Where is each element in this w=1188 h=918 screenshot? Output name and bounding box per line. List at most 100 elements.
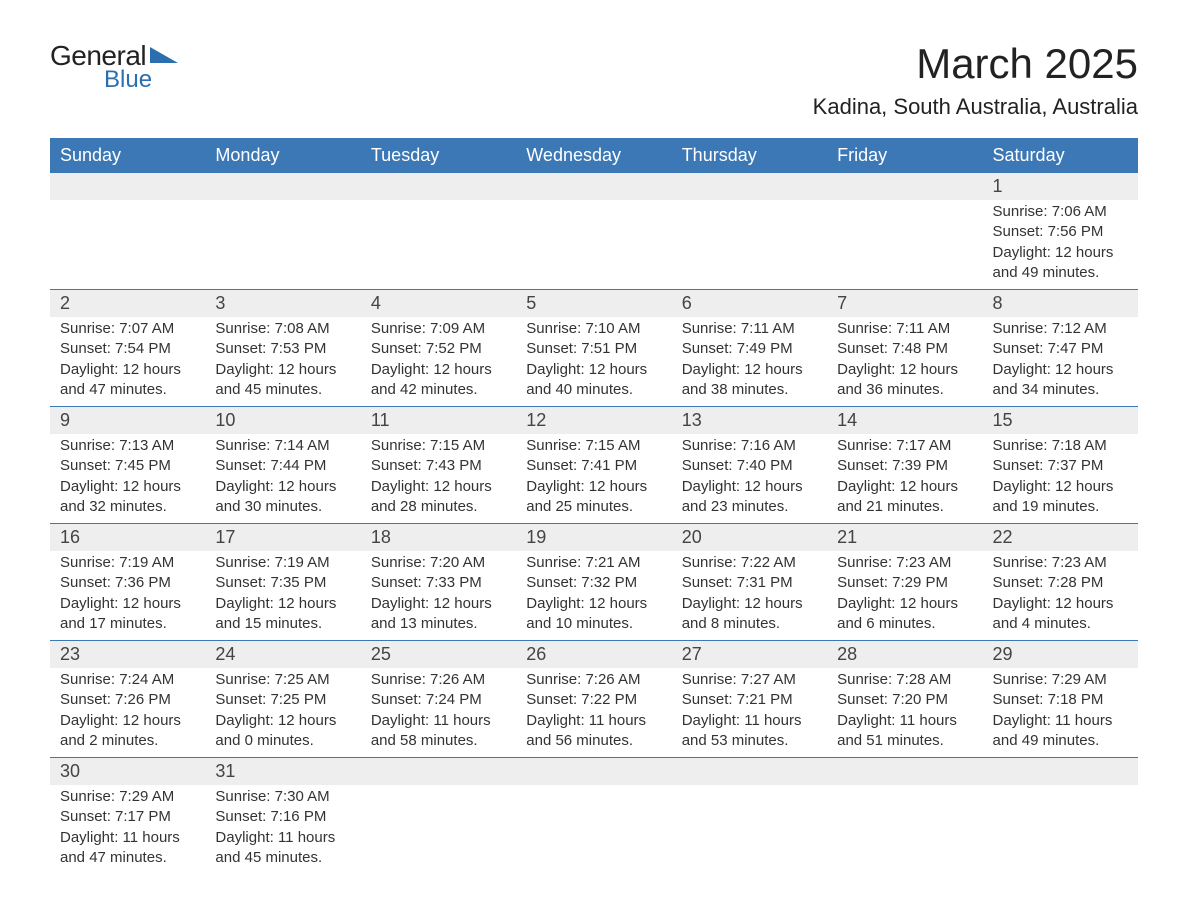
day-number: 22 — [983, 524, 1138, 551]
daylight-text: Daylight: 12 hours and 49 minutes. — [993, 243, 1128, 284]
day-number — [50, 173, 205, 200]
daylight-text: Daylight: 12 hours and 30 minutes. — [215, 477, 350, 518]
daylight-text: Daylight: 12 hours and 21 minutes. — [837, 477, 972, 518]
daylight-text: Daylight: 12 hours and 10 minutes. — [526, 594, 661, 635]
day-detail — [983, 785, 1138, 813]
sunset-text: Sunset: 7:45 PM — [60, 456, 195, 476]
sunrise-text: Sunrise: 7:15 AM — [526, 436, 661, 456]
daylight-text: Daylight: 12 hours and 17 minutes. — [60, 594, 195, 635]
day-detail: Sunrise: 7:19 AMSunset: 7:35 PMDaylight:… — [205, 551, 360, 640]
day-number: 23 — [50, 641, 205, 668]
sunrise-text: Sunrise: 7:26 AM — [526, 670, 661, 690]
day-number: 4 — [361, 290, 516, 317]
brand-name-2: Blue — [104, 66, 152, 94]
sunrise-text: Sunrise: 7:06 AM — [993, 202, 1128, 222]
day-detail: Sunrise: 7:06 AMSunset: 7:56 PMDaylight:… — [983, 200, 1138, 289]
day-number: 17 — [205, 524, 360, 551]
day-detail — [205, 200, 360, 228]
daylight-text: Daylight: 12 hours and 32 minutes. — [60, 477, 195, 518]
day-detail: Sunrise: 7:21 AMSunset: 7:32 PMDaylight:… — [516, 551, 671, 640]
day-number: 20 — [672, 524, 827, 551]
weekday-header: Sunday — [50, 138, 205, 173]
week-daynum-row: 1 — [50, 173, 1138, 200]
sunset-text: Sunset: 7:35 PM — [215, 573, 350, 593]
day-number: 24 — [205, 641, 360, 668]
day-number: 2 — [50, 290, 205, 317]
weekday-header-row: SundayMondayTuesdayWednesdayThursdayFrid… — [50, 138, 1138, 173]
day-number — [361, 758, 516, 785]
sunset-text: Sunset: 7:51 PM — [526, 339, 661, 359]
daylight-text: Daylight: 11 hours and 58 minutes. — [371, 711, 506, 752]
sunrise-text: Sunrise: 7:19 AM — [60, 553, 195, 573]
day-number: 11 — [361, 407, 516, 434]
day-detail: Sunrise: 7:25 AMSunset: 7:25 PMDaylight:… — [205, 668, 360, 757]
sunset-text: Sunset: 7:25 PM — [215, 690, 350, 710]
sunset-text: Sunset: 7:36 PM — [60, 573, 195, 593]
sunset-text: Sunset: 7:24 PM — [371, 690, 506, 710]
day-detail: Sunrise: 7:23 AMSunset: 7:29 PMDaylight:… — [827, 551, 982, 640]
week-daynum-row: 16171819202122 — [50, 524, 1138, 552]
sunrise-text: Sunrise: 7:21 AM — [526, 553, 661, 573]
sunset-text: Sunset: 7:20 PM — [837, 690, 972, 710]
sunrise-text: Sunrise: 7:23 AM — [837, 553, 972, 573]
sunset-text: Sunset: 7:22 PM — [526, 690, 661, 710]
sunrise-text: Sunrise: 7:07 AM — [60, 319, 195, 339]
day-number: 26 — [516, 641, 671, 668]
day-number — [827, 173, 982, 200]
day-detail: Sunrise: 7:30 AMSunset: 7:16 PMDaylight:… — [205, 785, 360, 874]
week-detail-row: Sunrise: 7:29 AMSunset: 7:17 PMDaylight:… — [50, 785, 1138, 874]
day-number — [205, 173, 360, 200]
daylight-text: Daylight: 12 hours and 28 minutes. — [371, 477, 506, 518]
day-detail: Sunrise: 7:07 AMSunset: 7:54 PMDaylight:… — [50, 317, 205, 406]
sunset-text: Sunset: 7:47 PM — [993, 339, 1128, 359]
daylight-text: Daylight: 12 hours and 23 minutes. — [682, 477, 817, 518]
weekday-header: Wednesday — [516, 138, 671, 173]
weekday-header: Tuesday — [361, 138, 516, 173]
sunset-text: Sunset: 7:16 PM — [215, 807, 350, 827]
sunrise-text: Sunrise: 7:11 AM — [837, 319, 972, 339]
daylight-text: Daylight: 12 hours and 6 minutes. — [837, 594, 972, 635]
day-detail — [672, 785, 827, 813]
day-number: 21 — [827, 524, 982, 551]
day-number — [827, 758, 982, 785]
sunrise-text: Sunrise: 7:14 AM — [215, 436, 350, 456]
day-detail: Sunrise: 7:12 AMSunset: 7:47 PMDaylight:… — [983, 317, 1138, 406]
day-number: 25 — [361, 641, 516, 668]
day-number: 7 — [827, 290, 982, 317]
daylight-text: Daylight: 12 hours and 19 minutes. — [993, 477, 1128, 518]
day-number: 12 — [516, 407, 671, 434]
sunset-text: Sunset: 7:39 PM — [837, 456, 972, 476]
day-number: 10 — [205, 407, 360, 434]
week-detail-row: Sunrise: 7:06 AMSunset: 7:56 PMDaylight:… — [50, 200, 1138, 290]
calendar-table: SundayMondayTuesdayWednesdayThursdayFrid… — [50, 138, 1138, 874]
day-detail: Sunrise: 7:15 AMSunset: 7:41 PMDaylight:… — [516, 434, 671, 523]
daylight-text: Daylight: 11 hours and 49 minutes. — [993, 711, 1128, 752]
sunrise-text: Sunrise: 7:16 AM — [682, 436, 817, 456]
day-number: 1 — [983, 173, 1138, 200]
day-detail — [827, 785, 982, 813]
sunset-text: Sunset: 7:40 PM — [682, 456, 817, 476]
day-number: 6 — [672, 290, 827, 317]
sunset-text: Sunset: 7:44 PM — [215, 456, 350, 476]
day-detail: Sunrise: 7:26 AMSunset: 7:24 PMDaylight:… — [361, 668, 516, 757]
sunrise-text: Sunrise: 7:29 AM — [60, 787, 195, 807]
sunrise-text: Sunrise: 7:12 AM — [993, 319, 1128, 339]
day-number: 13 — [672, 407, 827, 434]
sunrise-text: Sunrise: 7:29 AM — [993, 670, 1128, 690]
sunset-text: Sunset: 7:49 PM — [682, 339, 817, 359]
sunrise-text: Sunrise: 7:08 AM — [215, 319, 350, 339]
weekday-header: Friday — [827, 138, 982, 173]
sunrise-text: Sunrise: 7:30 AM — [215, 787, 350, 807]
day-detail: Sunrise: 7:18 AMSunset: 7:37 PMDaylight:… — [983, 434, 1138, 523]
daylight-text: Daylight: 12 hours and 36 minutes. — [837, 360, 972, 401]
daylight-text: Daylight: 12 hours and 25 minutes. — [526, 477, 661, 518]
day-number: 31 — [205, 758, 360, 785]
day-number: 5 — [516, 290, 671, 317]
week-detail-row: Sunrise: 7:13 AMSunset: 7:45 PMDaylight:… — [50, 434, 1138, 524]
day-detail: Sunrise: 7:09 AMSunset: 7:52 PMDaylight:… — [361, 317, 516, 406]
day-detail: Sunrise: 7:17 AMSunset: 7:39 PMDaylight:… — [827, 434, 982, 523]
sunset-text: Sunset: 7:31 PM — [682, 573, 817, 593]
day-number: 18 — [361, 524, 516, 551]
sunset-text: Sunset: 7:18 PM — [993, 690, 1128, 710]
day-detail — [827, 200, 982, 228]
